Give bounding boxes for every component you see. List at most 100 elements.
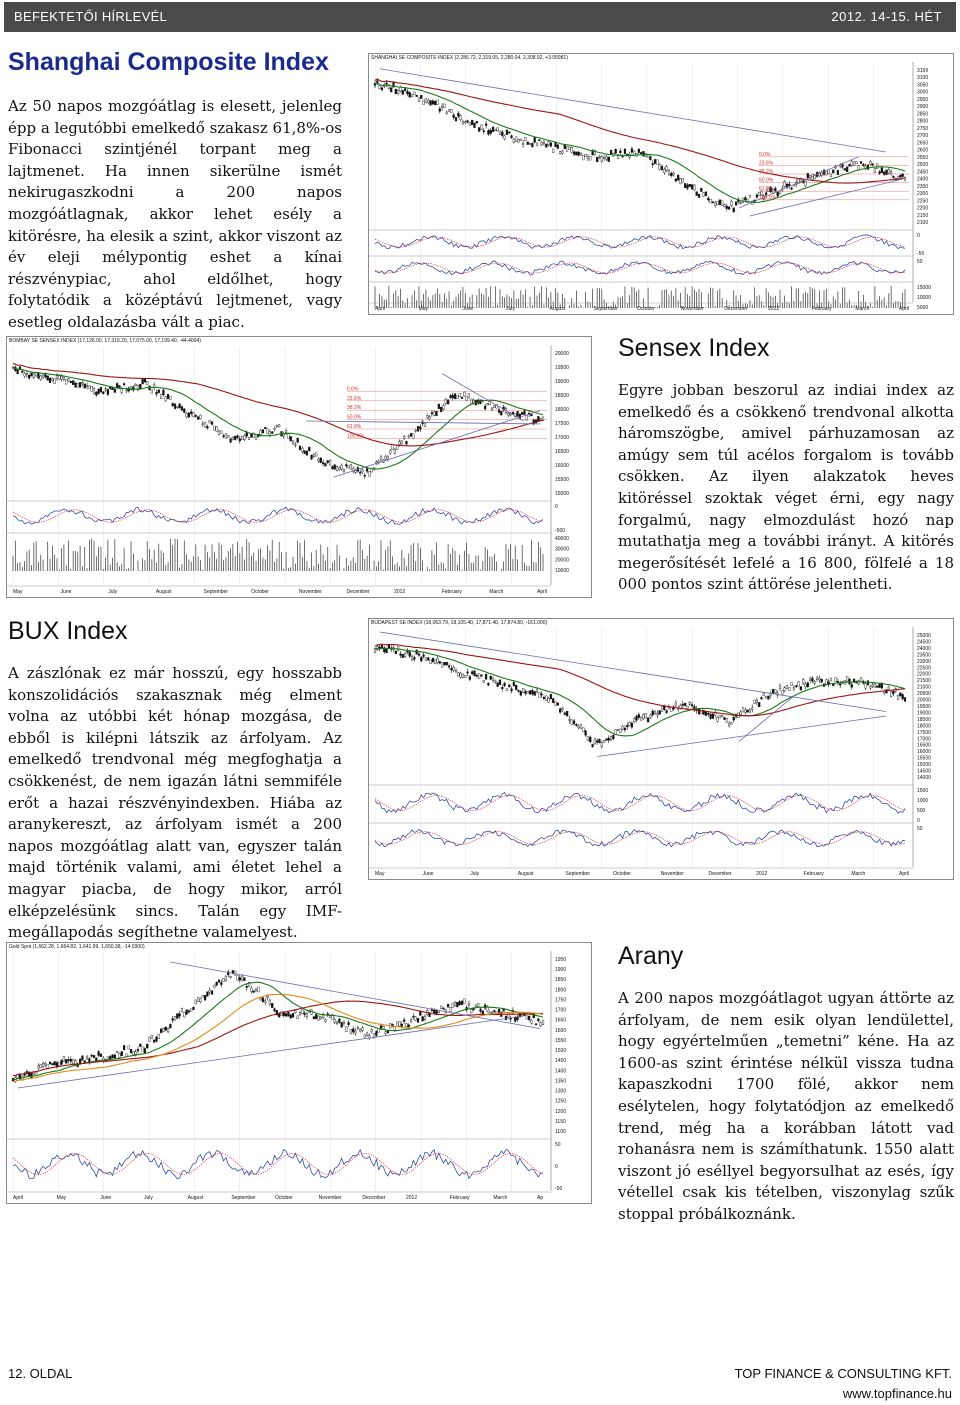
candle-body — [305, 450, 309, 456]
month-label: May — [57, 1195, 67, 1201]
candle-body — [352, 468, 355, 472]
candle-body — [489, 129, 492, 134]
candle-body — [494, 129, 497, 132]
candle-body — [734, 201, 738, 206]
candle-body — [892, 176, 895, 178]
candle-body — [324, 462, 327, 467]
candle-body — [445, 111, 448, 114]
candle-body — [222, 978, 225, 982]
candle-body — [582, 727, 585, 733]
candle-body — [261, 429, 265, 434]
candle-body — [523, 410, 526, 415]
candle-body — [776, 191, 779, 197]
candle-body — [767, 188, 770, 192]
candle-body — [39, 375, 42, 380]
newsletter-title: BEFEKTETŐI HÍRLEVÉL — [14, 9, 168, 24]
candle-body — [684, 183, 687, 188]
candle-body — [809, 678, 812, 681]
candle-body — [790, 187, 793, 190]
candle-body — [547, 141, 550, 146]
candle-body — [403, 653, 407, 657]
candle-body — [579, 153, 583, 156]
shanghai-chart-title: SHANGHAI SE COMPOSITE INDEX (2,286.72, 2… — [371, 55, 568, 61]
candle-body — [423, 422, 427, 427]
candle-body — [208, 989, 211, 993]
price-tick-label: 1200 — [555, 1109, 566, 1115]
candle-body — [319, 457, 322, 463]
panel-tick-label: 0 — [555, 504, 558, 510]
candle-body — [97, 389, 100, 394]
trend-line — [379, 631, 886, 712]
price-tick-label: 20000 — [555, 351, 569, 357]
candle-body — [289, 1014, 292, 1019]
candle-body — [792, 687, 796, 690]
candle-body — [804, 684, 807, 687]
candle-body — [67, 1059, 70, 1061]
fibonacci-label: 38.2% — [759, 169, 774, 175]
candle-body — [95, 391, 98, 396]
candle-body — [486, 403, 489, 406]
candle-body — [660, 706, 664, 712]
candle-body — [649, 156, 652, 160]
candle-body — [90, 386, 93, 392]
candle-body — [530, 1019, 533, 1024]
candle-body — [693, 184, 696, 191]
candle-body — [575, 151, 578, 156]
candle-body — [366, 1032, 369, 1036]
candle-body — [721, 200, 724, 206]
candle-body — [530, 413, 533, 417]
candle-body — [843, 168, 846, 171]
candle-body — [771, 188, 775, 195]
candle-body — [539, 1022, 542, 1027]
price-tick-label: 23500 — [917, 652, 931, 658]
candle-body — [342, 1021, 346, 1024]
price-tick-label: 2500 — [917, 162, 928, 168]
candle-body — [335, 466, 339, 471]
candle-body — [169, 395, 172, 400]
candle-body — [241, 435, 244, 440]
candle-body — [443, 103, 446, 108]
candle-body — [697, 193, 701, 198]
panel-tick-label: 0 — [555, 1164, 558, 1170]
bux-chart-svg: 2500024500240002350023000225002200021500… — [369, 627, 931, 877]
candle-body — [368, 471, 371, 477]
candle-body — [127, 1045, 130, 1050]
candle-body — [605, 738, 608, 741]
candle-body — [427, 657, 430, 661]
candle-body — [704, 711, 708, 716]
candle-body — [259, 997, 262, 1001]
candle-body — [473, 670, 476, 676]
candle-body — [326, 460, 329, 463]
candle-body — [372, 1033, 376, 1039]
price-tick-label: 16500 — [917, 743, 931, 749]
candle-body — [236, 975, 239, 981]
candle-body — [663, 169, 666, 173]
candle-body — [871, 684, 874, 687]
price-tick-label: 16000 — [917, 749, 931, 755]
candle-body — [361, 469, 364, 472]
candle-body — [479, 1008, 482, 1012]
candle-body — [503, 682, 506, 686]
panel-tick-label: -50 — [555, 1186, 562, 1192]
candle-body — [806, 682, 809, 687]
candle-body — [491, 678, 495, 681]
candle-body — [501, 131, 504, 136]
trend-line — [170, 961, 541, 1029]
gold-chart-title: Gold Spot (1,662.28, 1,664.82, 1,641.99,… — [9, 944, 145, 950]
candle-body — [298, 1012, 302, 1015]
candle-body — [584, 730, 587, 736]
month-label: October — [251, 589, 269, 595]
month-label: March — [851, 871, 865, 877]
candle-body — [394, 89, 397, 94]
candle-body — [509, 1018, 512, 1020]
candle-body — [379, 1025, 383, 1029]
candle-body — [380, 644, 384, 650]
panel-tick-label: 1000 — [917, 798, 928, 804]
candle-body — [519, 691, 522, 696]
candle-body — [598, 739, 601, 743]
candle-body — [783, 687, 786, 692]
company-website[interactable]: www.topfinance.hu — [842, 1386, 952, 1401]
candle-body — [268, 999, 271, 1005]
candle-body — [433, 1010, 436, 1014]
price-tick-label: 2200 — [917, 206, 928, 212]
